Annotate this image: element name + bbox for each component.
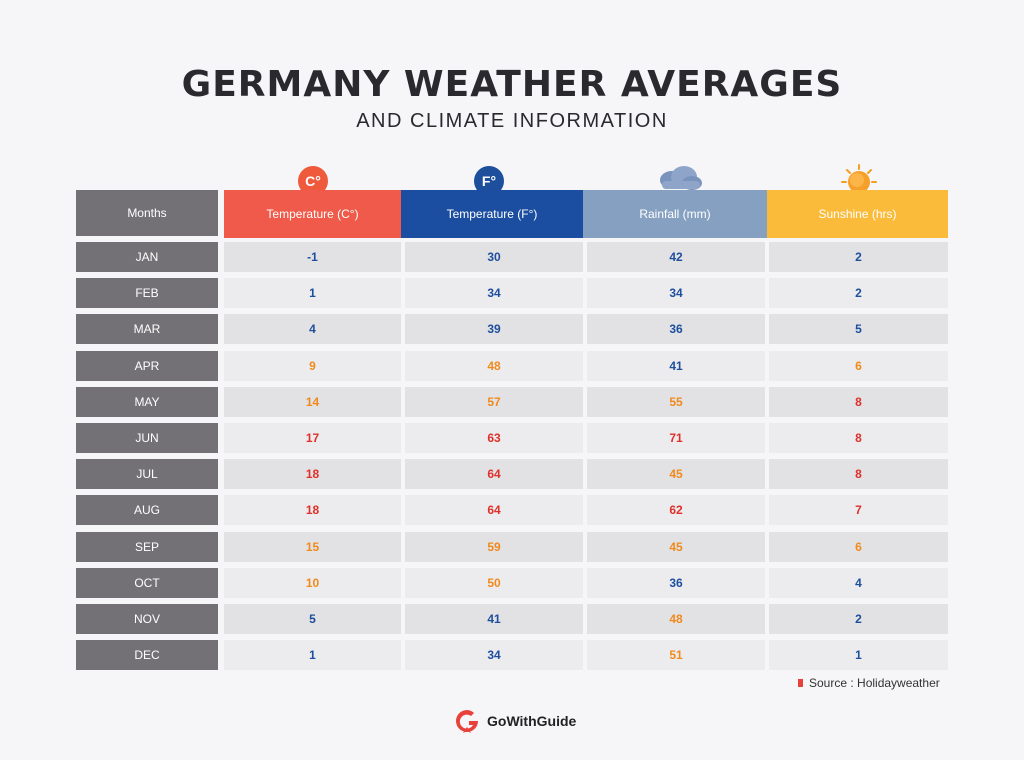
cell-sunshine: 6	[769, 532, 948, 562]
column-header-temperature-f: Temperature (F°)	[401, 190, 583, 238]
cell-sunshine: 7	[769, 495, 948, 525]
cell-rainfall: 55	[587, 387, 765, 417]
month-label: MAY	[76, 387, 218, 417]
cell-temperature-f: 48	[405, 351, 583, 381]
cell-sunshine: 6	[769, 351, 948, 381]
cell-temperature-c: 1	[224, 278, 401, 308]
month-label: OCT	[76, 568, 218, 598]
month-label: AUG	[76, 495, 218, 525]
cell-temperature-c: 14	[224, 387, 401, 417]
cell-sunshine: 8	[769, 387, 948, 417]
cell-rainfall: 71	[587, 423, 765, 453]
month-label: JAN	[76, 242, 218, 272]
cell-temperature-f: 63	[405, 423, 583, 453]
month-label: APR	[76, 351, 218, 381]
page-subtitle: AND CLIMATE INFORMATION	[356, 110, 668, 132]
cell-temperature-f: 64	[405, 495, 583, 525]
column-header-rainfall: Rainfall (mm)	[583, 190, 767, 238]
source-note: Source : Holidayweather	[798, 676, 940, 690]
cell-temperature-f: 41	[405, 604, 583, 634]
cell-rainfall: 51	[587, 640, 765, 670]
cell-temperature-c: 9	[224, 351, 401, 381]
cell-rainfall: 36	[587, 314, 765, 344]
cell-sunshine: 2	[769, 278, 948, 308]
source-text: Source : Holidayweather	[809, 676, 940, 690]
column-header-months: Months	[76, 190, 218, 236]
cell-temperature-f: 50	[405, 568, 583, 598]
cell-temperature-c: 18	[224, 495, 401, 525]
cell-temperature-c: 5	[224, 604, 401, 634]
cell-temperature-f: 57	[405, 387, 583, 417]
cell-temperature-f: 64	[405, 459, 583, 489]
cell-temperature-c: -1	[224, 242, 401, 272]
column-header-temperature-c: Temperature (C°)	[224, 190, 401, 238]
cell-sunshine: 2	[769, 604, 948, 634]
month-label: DEC	[76, 640, 218, 670]
cell-temperature-c: 1	[224, 640, 401, 670]
cell-temperature-f: 30	[405, 242, 583, 272]
cell-rainfall: 45	[587, 459, 765, 489]
month-label: MAR	[76, 314, 218, 344]
month-label: SEP	[76, 532, 218, 562]
cell-temperature-f: 34	[405, 278, 583, 308]
gowithguide-logo-icon	[456, 710, 478, 733]
cell-rainfall: 34	[587, 278, 765, 308]
cell-sunshine: 8	[769, 423, 948, 453]
brand-logo: GoWithGuide	[453, 708, 576, 734]
cell-rainfall: 48	[587, 604, 765, 634]
cell-temperature-f: 34	[405, 640, 583, 670]
cell-temperature-c: 18	[224, 459, 401, 489]
cell-rainfall: 36	[587, 568, 765, 598]
column-header-sunshine: Sunshine (hrs)	[767, 190, 948, 238]
cell-rainfall: 45	[587, 532, 765, 562]
month-label: JUL	[76, 459, 218, 489]
cell-temperature-f: 39	[405, 314, 583, 344]
source-marker	[798, 679, 803, 687]
cell-sunshine: 1	[769, 640, 948, 670]
month-label: JUN	[76, 423, 218, 453]
cell-temperature-f: 59	[405, 532, 583, 562]
month-label: FEB	[76, 278, 218, 308]
month-label: NOV	[76, 604, 218, 634]
cell-rainfall: 42	[587, 242, 765, 272]
page-title: GERMANY WEATHER AVERAGES	[181, 64, 843, 105]
cell-temperature-c: 10	[224, 568, 401, 598]
cell-sunshine: 5	[769, 314, 948, 344]
cell-sunshine: 8	[769, 459, 948, 489]
cell-sunshine: 2	[769, 242, 948, 272]
cell-sunshine: 4	[769, 568, 948, 598]
cell-rainfall: 41	[587, 351, 765, 381]
cell-temperature-c: 17	[224, 423, 401, 453]
cell-temperature-c: 4	[224, 314, 401, 344]
cell-rainfall: 62	[587, 495, 765, 525]
rain-cloud-icon	[660, 166, 702, 197]
cell-temperature-c: 15	[224, 532, 401, 562]
brand-name: GoWithGuide	[487, 713, 577, 729]
